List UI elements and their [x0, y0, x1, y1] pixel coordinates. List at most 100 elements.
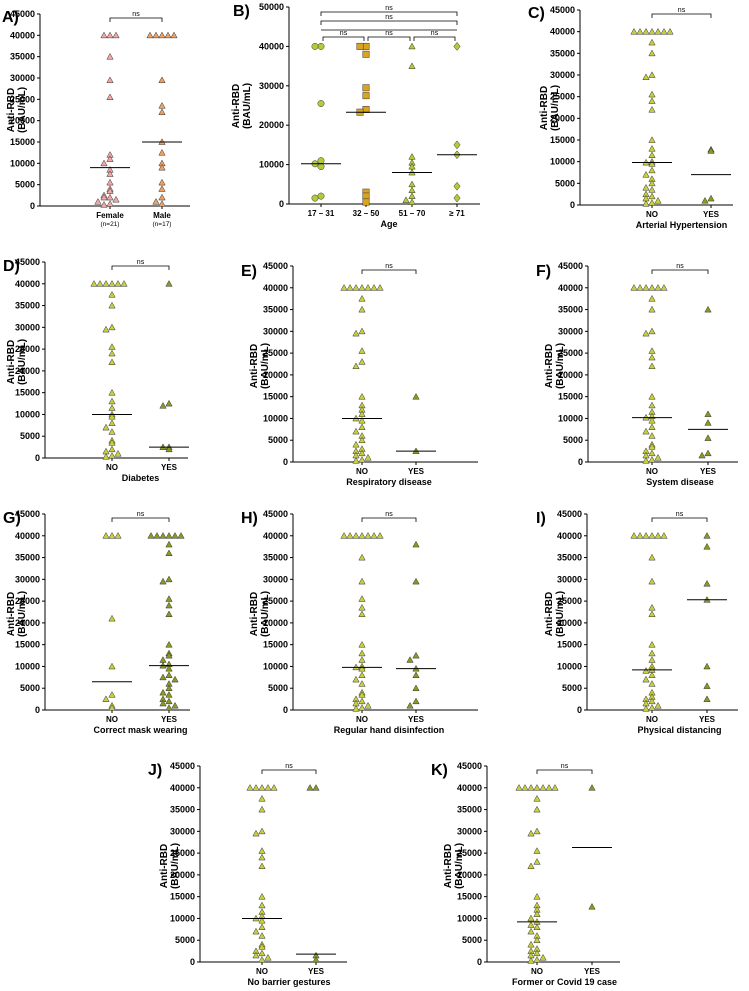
data-point — [108, 397, 116, 405]
data-point — [258, 956, 266, 963]
significance-bracket — [367, 36, 411, 41]
y-tick-label: 40000 — [550, 27, 575, 37]
y-tick-label: 25000 — [263, 348, 288, 358]
y-tick-label: 25000 — [15, 344, 40, 354]
panel-letter: B) — [233, 3, 250, 20]
y-axis-title: Anti-RBD(BAU/mL) — [249, 343, 271, 389]
significance-bracket — [651, 13, 712, 18]
data-point — [106, 170, 114, 177]
panel-letter: H) — [241, 510, 258, 527]
data-point — [527, 921, 535, 928]
data-point — [648, 704, 656, 711]
data-point — [165, 532, 173, 539]
data-point — [112, 31, 120, 39]
y-tick-label: 10000 — [457, 913, 482, 923]
data-point — [636, 532, 644, 539]
significance-label: ns — [137, 511, 145, 518]
data-point — [527, 829, 535, 837]
data-point — [152, 198, 160, 205]
y-axis-title-line2: (BAU/mL) — [170, 843, 181, 889]
data-point — [698, 451, 706, 459]
data-point — [648, 671, 656, 678]
data-point — [165, 671, 173, 678]
data-point — [165, 540, 173, 548]
data-point — [703, 682, 711, 689]
category-label: 32 – 50 — [353, 209, 380, 218]
data-point — [704, 434, 712, 441]
data-point — [165, 399, 173, 407]
y-axis-title-line2: (BAU/mL) — [17, 87, 28, 133]
y-tick-label: 5000 — [462, 935, 482, 945]
data-point — [453, 41, 461, 51]
data-point — [106, 155, 114, 162]
data-point — [165, 697, 173, 705]
data-point — [660, 284, 668, 291]
data-point — [102, 452, 110, 460]
data-point — [158, 108, 166, 115]
y-axis-title: Anti-RBD(BAU/mL) — [544, 591, 566, 637]
data-point — [707, 147, 715, 154]
data-point — [412, 684, 420, 692]
data-point — [165, 640, 173, 648]
data-point — [539, 784, 547, 791]
significance-label: ns — [385, 5, 393, 12]
data-point — [258, 805, 266, 813]
data-point — [648, 432, 656, 439]
data-point — [358, 656, 366, 663]
data-point — [158, 193, 166, 201]
data-point — [364, 284, 372, 291]
y-tick-label: 15000 — [263, 392, 288, 402]
y-tick-label: 20000 — [259, 120, 284, 130]
significance-label: ns — [676, 263, 684, 270]
y-tick-label: 5000 — [15, 180, 35, 190]
data-point — [648, 680, 656, 687]
data-point — [362, 105, 370, 113]
significance-label: ns — [561, 763, 569, 770]
data-point — [108, 439, 116, 446]
data-point — [317, 100, 325, 107]
data-point — [648, 71, 656, 78]
data-point — [358, 691, 366, 698]
data-point — [648, 327, 656, 335]
data-point — [660, 532, 668, 539]
category-label: NO — [646, 715, 658, 724]
data-point — [648, 49, 656, 57]
data-point — [642, 199, 650, 207]
data-point — [654, 532, 662, 539]
x-axis-title: System disease — [646, 477, 714, 487]
x-axis-title: Regular hand disinfection — [334, 725, 445, 735]
significance-bracket — [536, 769, 593, 774]
data-point — [654, 284, 662, 291]
data-point — [648, 38, 656, 46]
data-point — [252, 829, 260, 837]
data-point — [165, 280, 173, 287]
y-axis-title-line1: Anti-RBD — [544, 592, 555, 636]
data-point — [108, 691, 116, 698]
data-point — [648, 151, 656, 158]
data-point — [648, 294, 656, 302]
panel-letter: G) — [3, 510, 21, 527]
y-tick-label: 35000 — [550, 48, 575, 58]
data-point — [358, 327, 366, 335]
data-point — [108, 704, 116, 711]
y-tick-label: 30000 — [550, 70, 575, 80]
y-tick-label: 40000 — [259, 41, 284, 51]
data-point — [533, 784, 541, 791]
data-point — [648, 416, 656, 424]
data-point — [406, 656, 414, 663]
data-point — [362, 192, 370, 200]
category-label: YES — [161, 715, 178, 724]
data-point — [258, 923, 266, 930]
data-point — [165, 595, 173, 602]
y-tick-label: 20000 — [557, 618, 582, 628]
data-point — [412, 697, 420, 705]
category-label: 17 – 31 — [308, 209, 335, 218]
data-point — [317, 157, 325, 165]
data-point — [630, 27, 638, 35]
significance-bracket — [111, 517, 170, 522]
y-tick-label: 35000 — [558, 305, 583, 315]
panel-d: D) Anti-RBD(BAU/mL) 0 5000 10000 15000 20000 25… — [3, 257, 189, 483]
data-point — [159, 699, 167, 707]
data-point — [108, 323, 116, 331]
data-point — [453, 181, 461, 191]
